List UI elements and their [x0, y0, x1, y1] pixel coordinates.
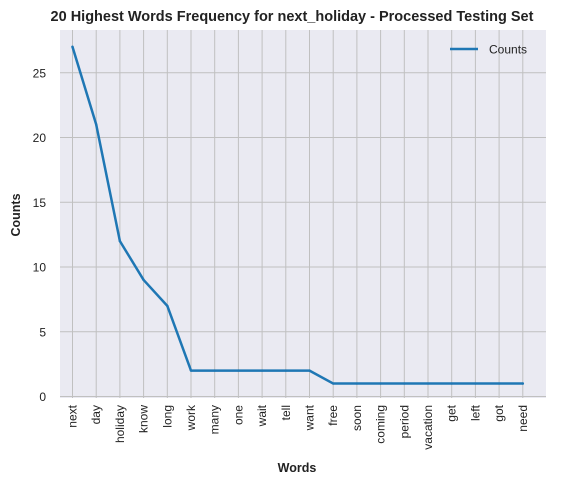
data-point [213, 369, 216, 372]
y-tick-labels: 0 5 10 15 20 25 [33, 66, 47, 404]
x-tick-label: get [445, 404, 459, 421]
y-gridlines [60, 72, 546, 397]
y-tick-label: 20 [33, 131, 47, 145]
data-point [71, 45, 74, 49]
x-tick-label: work [184, 404, 198, 431]
x-tick-label: got [492, 404, 506, 421]
x-tick-labels: next day holiday know long work many one wait tel… [66, 404, 530, 450]
data-point [521, 382, 524, 385]
y-tick-label: 5 [39, 325, 46, 339]
series-line-counts [71, 45, 525, 385]
x-tick-label: wait [255, 404, 269, 427]
legend: Counts [450, 43, 527, 57]
y-tick-label: 10 [33, 261, 47, 275]
x-tick-label: many [208, 405, 222, 434]
data-point [118, 239, 122, 243]
data-point [355, 382, 359, 385]
data-point [332, 382, 335, 385]
y-tick-label: 0 [39, 390, 46, 404]
data-point [497, 382, 501, 385]
chart-title: 20 Highest Words Frequency for next_holi… [51, 9, 534, 25]
x-tick-label: long [160, 405, 174, 428]
x-gridlines [72, 30, 524, 398]
x-tick-label: soon [350, 405, 364, 431]
x-tick-label: one [231, 405, 245, 425]
data-point [284, 369, 287, 372]
data-point [474, 382, 477, 385]
data-point [260, 369, 264, 372]
data-point [142, 278, 145, 282]
plot-area [60, 30, 546, 398]
x-tick-label: want [303, 404, 317, 431]
x-tick-label: left [468, 404, 482, 421]
x-tick-label: need [516, 405, 530, 432]
x-tick-label: know [137, 405, 151, 433]
x-tick-label: next [66, 404, 80, 427]
x-axis-label: Words [278, 461, 317, 475]
data-point [166, 304, 169, 308]
y-axis-label: Counts [9, 193, 23, 236]
x-tick-label: day [89, 405, 103, 424]
legend-label-counts: Counts [489, 43, 527, 57]
y-tick-label: 15 [33, 196, 47, 210]
x-tick-label: free [326, 405, 340, 426]
x-tick-label: coming [374, 405, 388, 444]
data-point [450, 382, 453, 385]
data-point [237, 369, 240, 372]
data-point [308, 369, 311, 372]
data-point [189, 369, 193, 372]
series-group [71, 45, 525, 385]
data-point [426, 382, 430, 385]
x-tick-label: vacation [421, 405, 435, 450]
data-point [95, 123, 98, 126]
y-tick-label: 25 [33, 66, 47, 80]
data-point [403, 382, 406, 385]
x-tick-label: holiday [113, 405, 127, 443]
data-point [379, 382, 382, 385]
x-tick-label: period [397, 405, 411, 438]
x-tick-label: tell [279, 405, 293, 420]
